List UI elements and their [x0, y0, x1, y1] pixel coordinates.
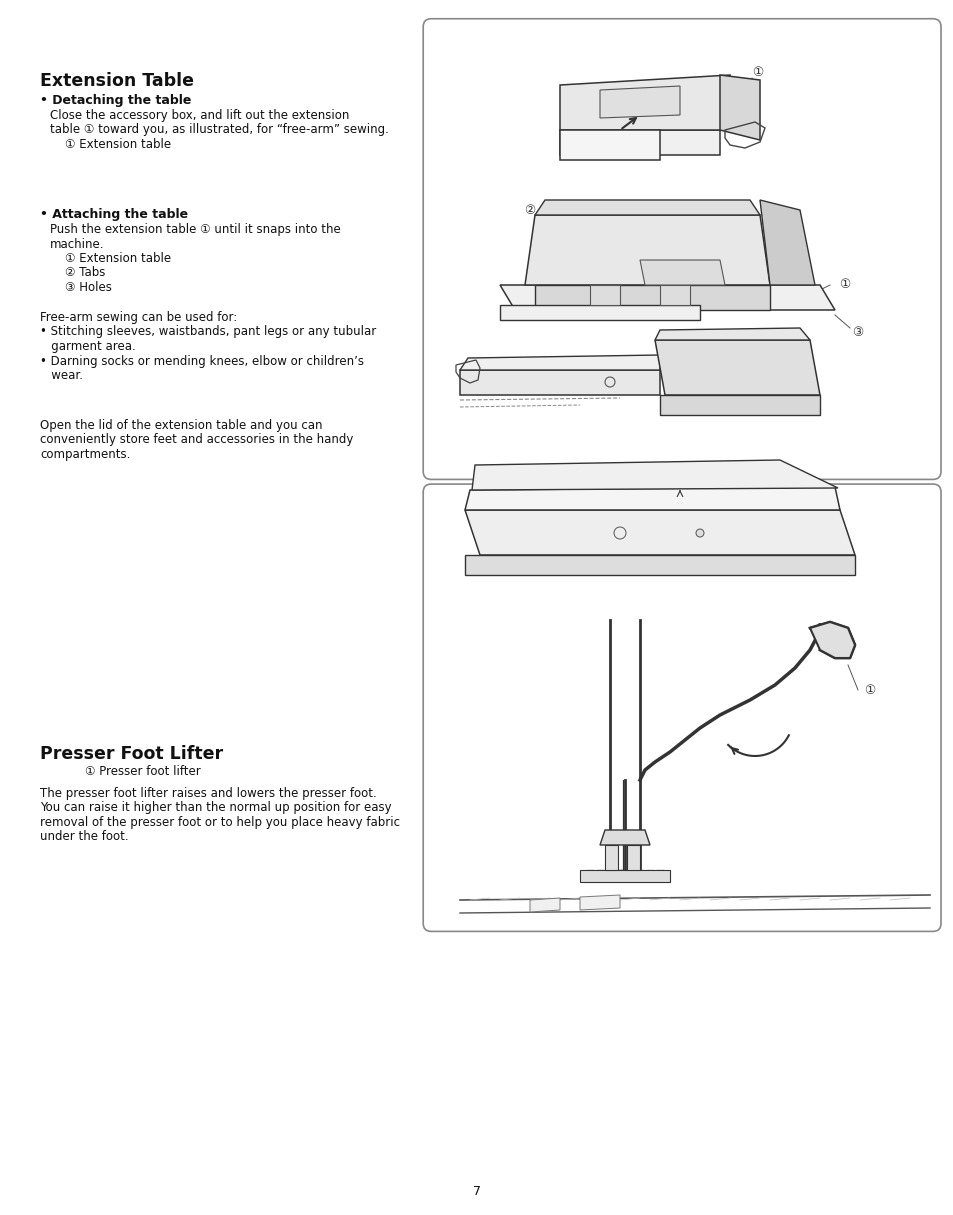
Polygon shape: [760, 200, 814, 286]
Text: The presser foot lifter raises and lowers the presser foot.: The presser foot lifter raises and lower…: [40, 787, 376, 799]
Text: under the foot.: under the foot.: [40, 831, 129, 843]
Polygon shape: [559, 130, 659, 160]
Polygon shape: [720, 75, 760, 140]
Polygon shape: [459, 371, 659, 395]
Polygon shape: [459, 355, 659, 371]
Polygon shape: [809, 622, 854, 659]
Text: Close the accessory box, and lift out the extension: Close the accessory box, and lift out th…: [50, 109, 349, 122]
Polygon shape: [639, 260, 724, 286]
Text: Free-arm sewing can be used for:: Free-arm sewing can be used for:: [40, 311, 237, 324]
Text: • Stitching sleeves, waistbands, pant legs or any tubular: • Stitching sleeves, waistbands, pant le…: [40, 326, 375, 339]
Polygon shape: [524, 215, 769, 286]
Polygon shape: [472, 460, 837, 490]
Text: wear.: wear.: [40, 369, 83, 382]
Text: garment area.: garment area.: [40, 340, 135, 354]
Text: removal of the presser foot or to help you place heavy fabric: removal of the presser foot or to help y…: [40, 816, 399, 829]
Text: ① Extension table: ① Extension table: [50, 252, 171, 265]
Text: machine.: machine.: [50, 237, 105, 250]
Text: compartments.: compartments.: [40, 448, 131, 460]
Polygon shape: [659, 286, 689, 305]
Polygon shape: [599, 830, 649, 844]
Text: table ① toward you, as illustrated, for “free-arm” sewing.: table ① toward you, as illustrated, for …: [50, 124, 389, 136]
Text: • Detaching the table: • Detaching the table: [40, 94, 192, 107]
Polygon shape: [559, 75, 729, 130]
Text: ①: ①: [863, 684, 875, 696]
Polygon shape: [530, 898, 559, 912]
FancyBboxPatch shape: [423, 484, 940, 932]
Text: ② Tabs: ② Tabs: [50, 266, 106, 279]
Text: Presser Foot Lifter: Presser Foot Lifter: [40, 745, 223, 763]
Polygon shape: [559, 130, 720, 156]
Text: 7: 7: [473, 1185, 480, 1198]
Text: ②: ②: [524, 203, 535, 216]
Text: Push the extension table ① until it snaps into the: Push the extension table ① until it snap…: [50, 224, 340, 236]
Text: ①: ①: [752, 66, 762, 79]
Text: ① Presser foot lifter: ① Presser foot lifter: [70, 765, 201, 778]
Circle shape: [696, 529, 703, 537]
Polygon shape: [589, 286, 619, 305]
Polygon shape: [464, 487, 840, 510]
Polygon shape: [599, 86, 679, 118]
Polygon shape: [464, 555, 854, 575]
Polygon shape: [579, 895, 619, 910]
Text: You can raise it higher than the normal up position for easy: You can raise it higher than the normal …: [40, 802, 392, 814]
Text: • Attaching the table: • Attaching the table: [40, 208, 188, 221]
Polygon shape: [535, 200, 760, 215]
Polygon shape: [604, 844, 618, 870]
Polygon shape: [655, 328, 809, 340]
Polygon shape: [499, 286, 834, 310]
Text: • Darning socks or mending knees, elbow or children’s: • Darning socks or mending knees, elbow …: [40, 355, 364, 367]
Text: Extension Table: Extension Table: [40, 72, 193, 90]
Polygon shape: [464, 510, 854, 555]
Text: conveniently store feet and accessories in the handy: conveniently store feet and accessories …: [40, 434, 353, 446]
Text: ① Extension table: ① Extension table: [50, 139, 171, 151]
Polygon shape: [579, 870, 669, 882]
FancyBboxPatch shape: [423, 18, 940, 480]
Polygon shape: [655, 340, 820, 395]
Text: Open the lid of the extension table and you can: Open the lid of the extension table and …: [40, 419, 322, 433]
Text: ③: ③: [851, 326, 862, 339]
Polygon shape: [626, 844, 639, 870]
Polygon shape: [535, 286, 769, 310]
Text: ③ Holes: ③ Holes: [50, 281, 112, 294]
Text: ①: ①: [839, 278, 850, 292]
Polygon shape: [499, 305, 700, 320]
Polygon shape: [659, 395, 820, 416]
